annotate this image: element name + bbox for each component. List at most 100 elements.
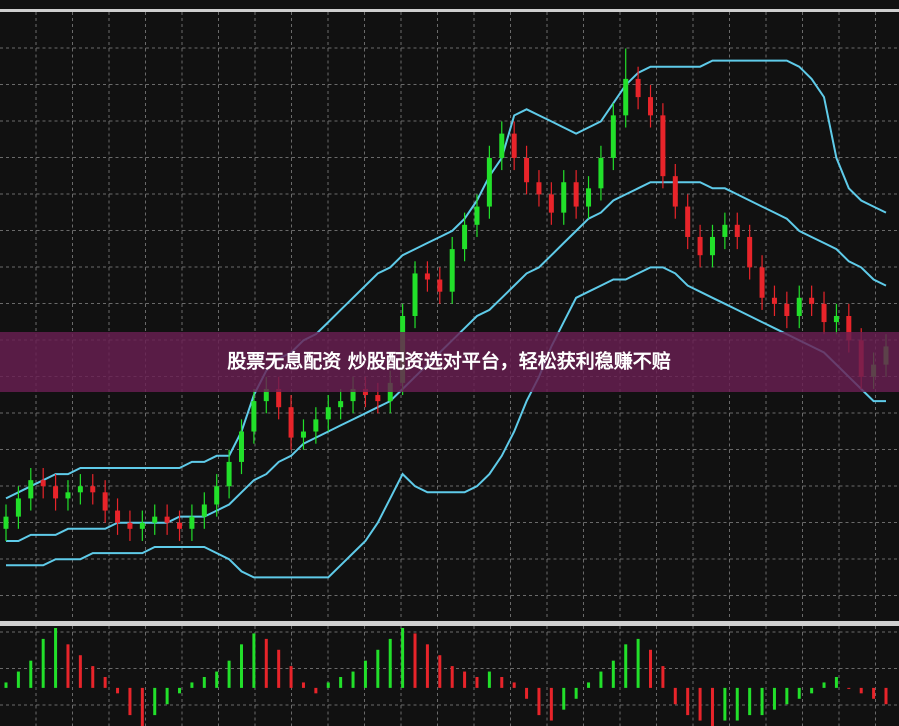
histogram-bar <box>227 660 231 688</box>
candle-body <box>214 486 220 505</box>
candle-body <box>238 431 244 462</box>
histogram-bar <box>289 666 293 688</box>
candle-body <box>313 419 319 432</box>
histogram-bar <box>735 687 739 721</box>
histogram-bar <box>339 677 343 688</box>
histogram-bar <box>41 638 45 688</box>
histogram-bar <box>649 649 653 688</box>
candle-body <box>524 157 530 183</box>
histogram-bar <box>549 687 553 721</box>
candle-body <box>759 267 765 298</box>
candle-body <box>177 522 183 529</box>
main-grid <box>0 12 899 620</box>
histogram-bar <box>760 687 764 716</box>
candle-body <box>65 492 71 499</box>
histogram-bar <box>487 671 491 688</box>
histogram-bar <box>748 687 752 716</box>
histogram-bar <box>785 687 789 705</box>
histogram-bar <box>190 682 194 688</box>
histogram-bar <box>797 687 801 699</box>
candle-body <box>251 401 257 432</box>
histogram-bar <box>661 666 665 688</box>
histogram-bar <box>673 687 677 705</box>
candle-body <box>127 522 133 529</box>
histogram-bar <box>698 687 702 721</box>
candle-body <box>548 194 554 213</box>
candle-body <box>573 182 579 207</box>
histogram-bar <box>822 682 826 688</box>
histogram-bar <box>301 682 305 688</box>
candle-body <box>697 236 703 256</box>
candle-body <box>115 510 121 523</box>
histogram-bar <box>611 660 615 688</box>
candle-body <box>561 182 567 213</box>
candle-body <box>586 188 592 207</box>
histogram-bar <box>450 666 454 688</box>
candle-body <box>648 97 654 116</box>
candle-body <box>437 279 443 292</box>
banner-text: 股票无息配资 炒股配资选对平台，轻松获利稳赚不赔 <box>227 350 671 373</box>
histogram-bar <box>834 677 838 688</box>
histogram-bar <box>277 649 281 688</box>
candle-body <box>201 504 207 517</box>
candle-body <box>833 316 839 323</box>
histogram-bar <box>165 687 169 705</box>
candle-body <box>635 78 641 98</box>
histogram-bar <box>847 687 851 689</box>
candle-body <box>300 431 306 438</box>
histogram-bar <box>872 687 876 699</box>
histogram-bar <box>710 687 714 726</box>
candle-body <box>747 236 753 268</box>
candle-body <box>536 182 542 195</box>
histogram-bar <box>140 687 144 726</box>
histogram-bar <box>599 671 603 688</box>
candle-body <box>784 303 790 316</box>
band-lower <box>6 266 886 579</box>
candle-body <box>809 297 815 304</box>
candle-body <box>263 388 269 402</box>
histogram-bar <box>425 644 429 688</box>
candle-body <box>709 236 715 256</box>
candle-body <box>771 297 777 304</box>
histogram-bar <box>500 677 504 688</box>
histogram-bar <box>512 682 516 688</box>
histogram-bar <box>54 628 58 688</box>
histogram-bar <box>215 671 219 688</box>
histogram-bar <box>438 655 442 688</box>
histogram-bar <box>178 687 182 694</box>
marks <box>3 48 889 726</box>
histogram-bar <box>413 633 417 688</box>
histogram-bar <box>388 638 392 688</box>
candle-body <box>28 480 34 499</box>
band-upper <box>5 59 887 500</box>
candle-body <box>325 407 331 420</box>
histogram-bar <box>78 655 82 688</box>
candle-body <box>796 297 802 316</box>
candle-body <box>77 486 83 493</box>
candle-body <box>139 522 145 529</box>
candle-body <box>821 303 827 323</box>
histogram-bar <box>723 687 727 721</box>
histogram-bar <box>884 687 888 705</box>
histogram-bar <box>859 687 863 694</box>
candle-body <box>40 480 46 487</box>
histogram-bar <box>562 687 566 710</box>
candle-body <box>672 176 678 207</box>
candle-body <box>90 486 96 493</box>
candle-body <box>276 388 282 408</box>
candle-body <box>660 115 666 177</box>
lower-grid <box>0 626 899 726</box>
histogram-bar <box>314 687 318 694</box>
histogram-bar <box>66 644 70 688</box>
candle-body <box>424 273 430 280</box>
top-border <box>0 9 899 12</box>
histogram-bar <box>686 687 690 716</box>
histogram-bar <box>475 677 479 688</box>
candle-body <box>623 78 629 116</box>
candle-body <box>338 401 344 408</box>
histogram-bar <box>525 687 529 699</box>
candle-body <box>375 395 381 402</box>
histogram-bar <box>772 687 776 710</box>
